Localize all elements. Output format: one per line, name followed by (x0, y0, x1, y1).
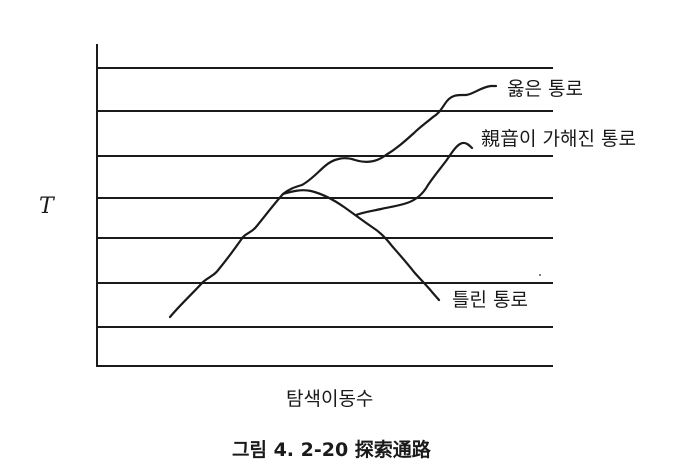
figure-caption: 그림 4. 2-20 探索通路 (232, 439, 431, 461)
y-axis-label: T (39, 194, 54, 219)
correct-path-label: 옳은 통로 (507, 78, 583, 100)
biased-path-label: 親音이 가해진 통로 (481, 128, 636, 150)
wrong-path-curve (281, 189, 441, 302)
x-axis-label: 탐색이동수 (286, 388, 374, 410)
correct-path-curve (168, 84, 498, 319)
wrong-path-label: 틀린 통로 (452, 289, 528, 311)
biased-path-curve (354, 141, 474, 217)
speck-mark (539, 274, 541, 276)
